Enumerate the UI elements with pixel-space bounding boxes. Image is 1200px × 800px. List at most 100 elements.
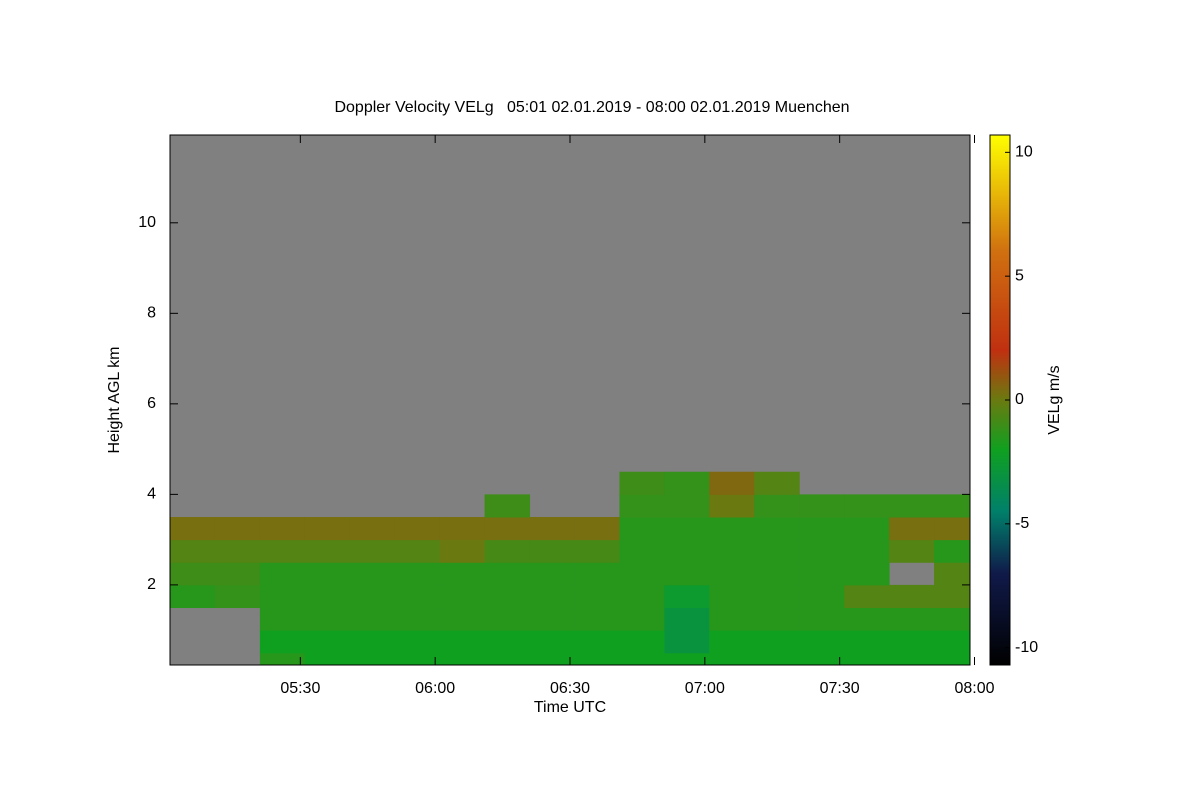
heatmap-cell (484, 652, 531, 666)
heatmap-cell (574, 630, 620, 654)
heatmap-cell (754, 630, 800, 654)
heatmap-cell (259, 562, 306, 586)
heatmap-cell (709, 652, 755, 666)
heatmap-cell (934, 630, 971, 654)
heatmap-cell (799, 607, 845, 631)
heatmap-cell (214, 562, 261, 586)
heatmap-cell (799, 539, 845, 563)
heatmap-cell (934, 516, 971, 541)
heatmap-cell (619, 471, 665, 495)
heatmap-cell (754, 494, 800, 518)
heatmap-cell (394, 607, 441, 631)
heatmap-cell (304, 652, 351, 666)
heatmap-cell (844, 630, 890, 654)
colorbar-label: VELg m/s (1046, 365, 1063, 434)
heatmap-cell (529, 562, 575, 586)
heatmap-cell (529, 652, 575, 666)
heatmap-cell (844, 562, 890, 586)
heatmap-cell (709, 471, 755, 495)
heatmap-cell (934, 539, 971, 563)
heatmap-cell (394, 562, 441, 586)
heatmap-cell (394, 630, 441, 654)
heatmap-cell (799, 562, 845, 586)
heatmap-cell (259, 652, 306, 666)
heatmap-cell (619, 630, 665, 654)
heatmap-cell (619, 562, 665, 586)
heatmap-cell (349, 584, 396, 609)
heatmap-cell (799, 652, 845, 666)
heatmap-cell (934, 584, 971, 609)
heatmap-cell (619, 652, 665, 666)
heatmap-cell (664, 471, 710, 495)
heatmap-cell (889, 630, 935, 654)
heatmap-cell (394, 584, 441, 609)
x-tick-label: 08:00 (954, 680, 994, 697)
heatmap-cell (439, 516, 486, 541)
chart-title: Doppler Velocity VELg 05:01 02.01.2019 -… (334, 99, 849, 116)
heatmap-cell (664, 516, 710, 541)
heatmap-cell (934, 494, 971, 518)
heatmap-cell (484, 494, 531, 518)
heatmap-cell (439, 630, 486, 654)
heatmap-cell (304, 630, 351, 654)
heatmap-cell (664, 607, 710, 631)
heatmap-cell (709, 539, 755, 563)
heatmap-cell (934, 652, 971, 666)
y-tick-label: 6 (147, 395, 156, 412)
heatmap-cell (574, 516, 620, 541)
heatmap-cell (304, 584, 351, 609)
heatmap-cell (304, 562, 351, 586)
heatmap-cell (754, 607, 800, 631)
x-tick-label: 05:30 (280, 680, 320, 697)
heatmap-cell (934, 607, 971, 631)
heatmap-cell (934, 562, 971, 586)
heatmap-cell (709, 562, 755, 586)
heatmap-cell (844, 539, 890, 563)
heatmap-cell (574, 607, 620, 631)
heatmap-cell (754, 562, 800, 586)
heatmap-cell (170, 584, 216, 609)
heatmap-cell (574, 652, 620, 666)
colorbar-tick-label: 5 (1015, 267, 1024, 284)
heatmap-cell (799, 584, 845, 609)
heatmap-cell (259, 516, 306, 541)
y-tick-label: 10 (138, 214, 156, 231)
y-tick-label: 2 (147, 576, 156, 593)
heatmap-cell (754, 539, 800, 563)
colorbar-tick-label: 0 (1015, 391, 1024, 408)
heatmap-cell (664, 494, 710, 518)
heatmap-cell (170, 562, 216, 586)
heatmap-cell (214, 584, 261, 609)
heatmap-cell (529, 584, 575, 609)
x-tick-label: 07:00 (685, 680, 725, 697)
heatmap-cell (889, 539, 935, 563)
heatmap-cell (484, 630, 531, 654)
heatmap-cell (214, 516, 261, 541)
x-tick-label: 06:30 (550, 680, 590, 697)
heatmap-cell (709, 516, 755, 541)
y-tick-label: 4 (147, 486, 156, 503)
y-axis-label: Height AGL km (106, 346, 123, 453)
y-tick-label: 8 (147, 305, 156, 322)
heatmap-cell (799, 494, 845, 518)
heatmap-cell (394, 652, 441, 666)
heatmap-cell (754, 471, 800, 495)
heatmap-cell (889, 584, 935, 609)
heatmap-cell (754, 652, 800, 666)
heatmap-cell (529, 607, 575, 631)
heatmap-cell (349, 562, 396, 586)
heatmap-cell (664, 562, 710, 586)
heatmap-cell (574, 562, 620, 586)
heatmap-cell (889, 494, 935, 518)
heatmap-cell (259, 539, 306, 563)
heatmap-cell (484, 539, 531, 563)
colorbar-tick-label: -5 (1015, 515, 1029, 532)
heatmap-cell (439, 562, 486, 586)
heatmap-cell (619, 539, 665, 563)
heatmap-cell (259, 607, 306, 631)
heatmap-cell (394, 516, 441, 541)
heatmap-cell (259, 630, 306, 654)
heatmap-cell (394, 539, 441, 563)
heatmap-cell (259, 584, 306, 609)
